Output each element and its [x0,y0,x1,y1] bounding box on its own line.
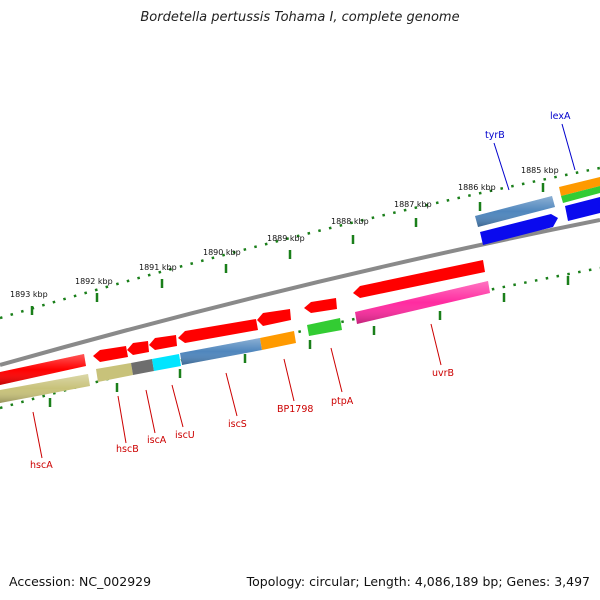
ruler-label: 1890 kbp [203,248,241,257]
gene-arrow-hscB[interactable] [96,363,133,382]
gene-arrow-iscA[interactable] [131,359,154,375]
map-title: Bordetella pertussis Tohama I, complete … [140,10,460,25]
gene-row-right [475,177,600,245]
gene-label-iscS[interactable]: iscS [228,419,247,430]
gene-row-inner [0,281,490,403]
gene-arrow-BP1798-product[interactable] [257,309,291,326]
gene-label-uvrB[interactable]: uvrB [432,368,454,379]
genome-summary-text: Topology: circular; Length: 4,086,189 bp… [246,574,590,589]
gene-label-BP1798[interactable]: BP1798 [277,404,313,415]
gene-arrow-hscB-product[interactable] [93,346,128,362]
gene-arrow-iscU[interactable] [152,354,181,371]
ruler-major-ticks-outer [30,183,545,315]
accession-text: Accession: NC_002929 [9,574,152,589]
ruler-label: 1893 kbp [10,290,48,299]
gene-arrow-iscA-product[interactable] [127,341,149,355]
ruler-track-outer [0,166,600,320]
gene-label-tyrB[interactable]: tyrB [485,130,505,141]
gene-label-lexA[interactable]: lexA [550,111,571,122]
gene-row-outer [0,260,485,385]
ruler-major-ticks-inner [48,276,570,407]
gene-arrow-lexA-green[interactable] [561,186,600,203]
gene-arrow-iscU-product[interactable] [149,335,177,350]
gene-label-ptpA[interactable]: ptpA [331,396,354,407]
gene-label-hscA[interactable]: hscA [30,460,53,471]
gene-label-iscU[interactable]: iscU [175,430,195,441]
ruler-label: 1892 kbp [75,277,113,286]
gene-arrow-uvrB-product[interactable] [353,260,485,298]
gene-arrow-lexA-orange[interactable] [559,177,600,196]
ruler-label: 1889 kbp [267,234,305,243]
ruler-label: 1888 kbp [331,217,369,226]
gene-arrow-blue-1[interactable] [480,214,558,245]
genome-backbone [0,218,600,367]
gene-label-hscB[interactable]: hscB [116,444,139,455]
ruler-label: 1886 kbp [458,183,496,192]
gene-arrow-ptpA[interactable] [307,318,342,336]
gene-arrow-ptpA-product[interactable] [304,298,337,313]
gene-arrow-lexA-blue[interactable] [565,197,600,221]
gene-arrow-iscS-product[interactable] [178,319,258,343]
ruler-label: 1891 kbp [139,263,177,272]
gene-labels: hscA hscB iscA iscU iscS BP1798 ptpA uvr… [30,111,571,471]
gene-arrow-BP1798[interactable] [260,331,296,350]
ruler-label: 1887 kbp [394,200,432,209]
ruler-track-inner [0,266,600,410]
gene-label-iscA[interactable]: iscA [147,435,167,446]
ruler-label: 1885 kbp [521,166,559,175]
ruler-labels: 1893 kbp 1892 kbp 1891 kbp 1890 kbp 1889… [10,166,559,299]
label-lines [32,123,576,459]
